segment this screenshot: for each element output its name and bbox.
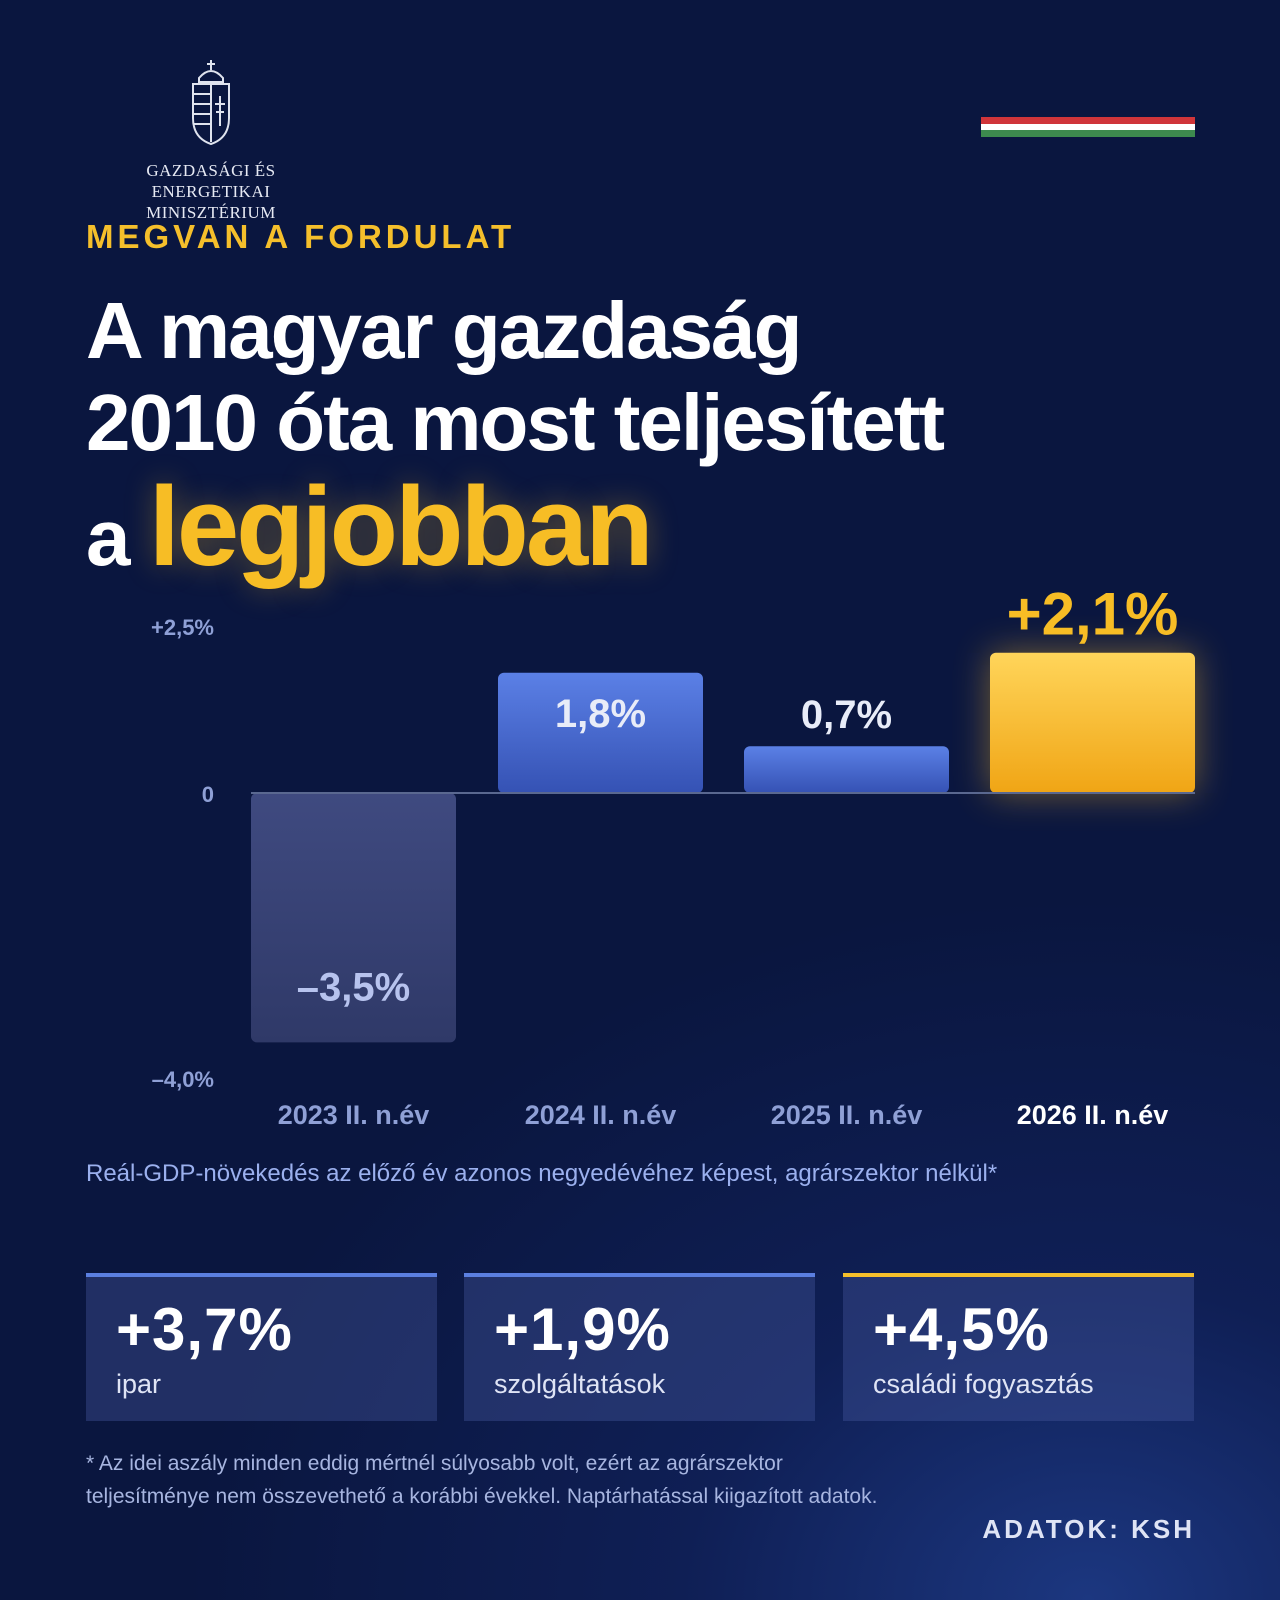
bar (990, 652, 1195, 793)
data-label: +2,1% (1007, 581, 1179, 648)
card-value: +1,9% (494, 1296, 671, 1363)
x-tick-label: 2026 II. n.év (1017, 1100, 1169, 1130)
chart-subtitle: Reál-GDP-növekedés az előző év azonos ne… (86, 1160, 998, 1187)
ministry-name-line1: Gazdasági és Energetikai (146, 161, 276, 201)
bar (744, 746, 949, 793)
x-tick-label: 2023 II. n.év (278, 1100, 430, 1130)
headline-line3: a legjobban (86, 471, 1206, 588)
sector-cards: +3,7% ipar +1,9% szolgáltatások +4,5% cs… (86, 1273, 1195, 1421)
ministry-name: Gazdasági és Energetikai Minisztérium (85, 160, 337, 223)
bar (251, 793, 456, 1043)
flag-stripe-green (981, 130, 1195, 137)
card-value: +3,7% (116, 1296, 293, 1363)
kicker: MEGVAN A FORDULAT (86, 218, 516, 255)
card-ipar: +3,7% ipar (86, 1273, 437, 1421)
flag-stripe-red (981, 117, 1195, 124)
ministry-name-line2: Minisztérium (146, 203, 276, 222)
headline-line1: A magyar gazdaság (86, 286, 802, 375)
card-label: családi fogyasztás (873, 1369, 1094, 1399)
headline-line2: 2010 óta most teljesített (86, 378, 945, 467)
ministry-logo: Gazdasági és Energetikai Minisztérium (85, 56, 337, 223)
data-source: ADATOK: KSH (982, 1514, 1195, 1544)
card-label: szolgáltatások (494, 1369, 666, 1399)
headline-prefix: a (86, 493, 130, 582)
gdp-bar-chart: +2,5% 0 –4,0% –3,5% 2023 II. n.év 1,8% 2024 II… (151, 581, 1195, 1130)
card-szolgaltatasok: +1,9% szolgáltatások (464, 1273, 815, 1421)
y-tick-label: 0 (202, 782, 214, 807)
x-tick-label: 2024 II. n.év (525, 1100, 677, 1130)
hungarian-coat-of-arms-icon (192, 60, 230, 146)
bar (498, 672, 703, 793)
flag-stripe-white (981, 123, 1195, 131)
card-csaladi-fogyasztas: +4,5% családi fogyasztás (843, 1273, 1194, 1421)
footnote: * Az idei aszály minden eddig mértnél sú… (86, 1452, 878, 1508)
data-label: 0,7% (801, 693, 892, 737)
data-label: –3,5% (297, 965, 410, 1009)
hungarian-flag (981, 117, 1195, 137)
card-label: ipar (116, 1369, 162, 1399)
headline-highlight: legjobban (148, 464, 654, 589)
y-tick-label: +2,5% (151, 615, 214, 640)
x-tick-label: 2025 II. n.év (771, 1100, 923, 1130)
headline: A magyar gazdaság 2010 óta most teljesít… (86, 285, 1206, 588)
y-tick-label: –4,0% (152, 1067, 214, 1092)
data-label: 1,8% (555, 692, 646, 736)
card-value: +4,5% (873, 1296, 1050, 1363)
